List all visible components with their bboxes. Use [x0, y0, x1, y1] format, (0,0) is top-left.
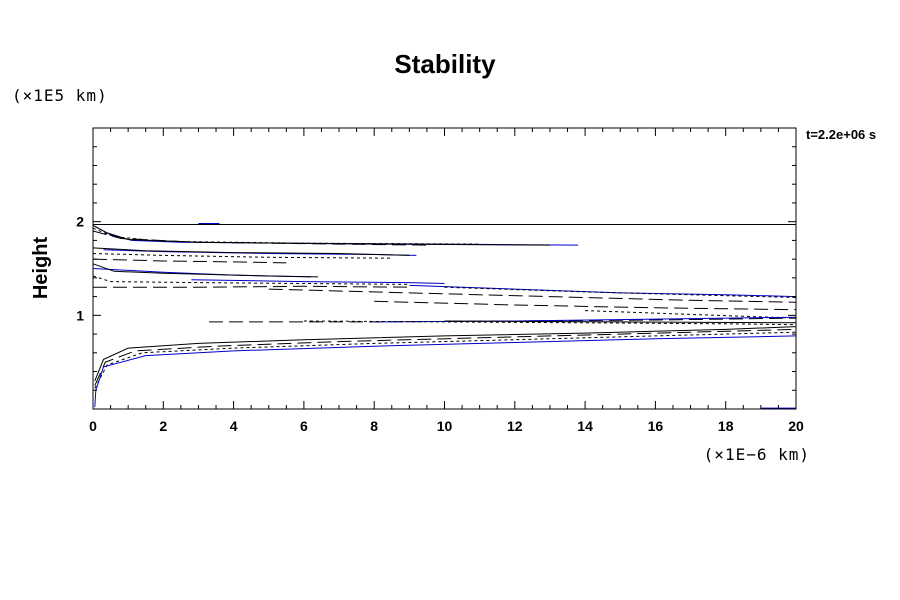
series-line-24 — [94, 326, 797, 382]
series-line-12 — [92, 275, 410, 285]
series-layer — [92, 223, 797, 409]
series-line-11 — [92, 263, 319, 278]
x-tick-label: 2 — [159, 418, 167, 434]
y-tick-label: 1 — [76, 307, 84, 323]
x-tick-label: 0 — [89, 418, 97, 434]
series-line-25 — [94, 328, 797, 386]
series-line-7 — [92, 247, 410, 256]
series-line-9 — [92, 258, 287, 264]
series-line-2 — [94, 225, 579, 246]
series-line-5 — [92, 230, 427, 246]
series-line-19 — [585, 310, 797, 319]
x-tick-label: 12 — [507, 418, 523, 434]
x-tick-label: 10 — [437, 418, 453, 434]
x-tick-label: 4 — [230, 418, 238, 434]
y-tick-label: 2 — [76, 214, 84, 230]
x-tick-label: 18 — [718, 418, 734, 434]
series-line-22 — [303, 320, 797, 326]
series-line-23 — [444, 320, 797, 324]
x-tick-label: 8 — [370, 418, 378, 434]
x-tick-label: 6 — [300, 418, 308, 434]
series-line-3 — [92, 224, 551, 246]
series-line-26 — [94, 331, 797, 389]
series-line-4 — [92, 227, 480, 245]
x-tick-label: 16 — [648, 418, 664, 434]
y-unit-label: (×1E5 km) — [12, 86, 108, 105]
plot-frame — [92, 127, 797, 410]
series-line-18 — [374, 300, 797, 311]
series-line-14 — [93, 285, 410, 288]
series-line-15 — [409, 284, 797, 298]
x-tick-label: 14 — [577, 418, 593, 434]
series-line-10 — [92, 268, 311, 278]
series-line-17 — [268, 288, 797, 303]
series-line-27 — [94, 335, 797, 408]
x-tick-label: 20 — [788, 418, 804, 434]
x-unit-label: (×1E−6 km) — [704, 445, 810, 464]
series-line-13 — [191, 279, 445, 284]
series-line-21 — [374, 316, 797, 323]
chart-title: Stability — [394, 49, 496, 79]
y-axis-label: Height — [30, 237, 52, 300]
series-line-16 — [444, 286, 797, 298]
time-annotation: t=2.2e+06 s — [806, 127, 876, 142]
